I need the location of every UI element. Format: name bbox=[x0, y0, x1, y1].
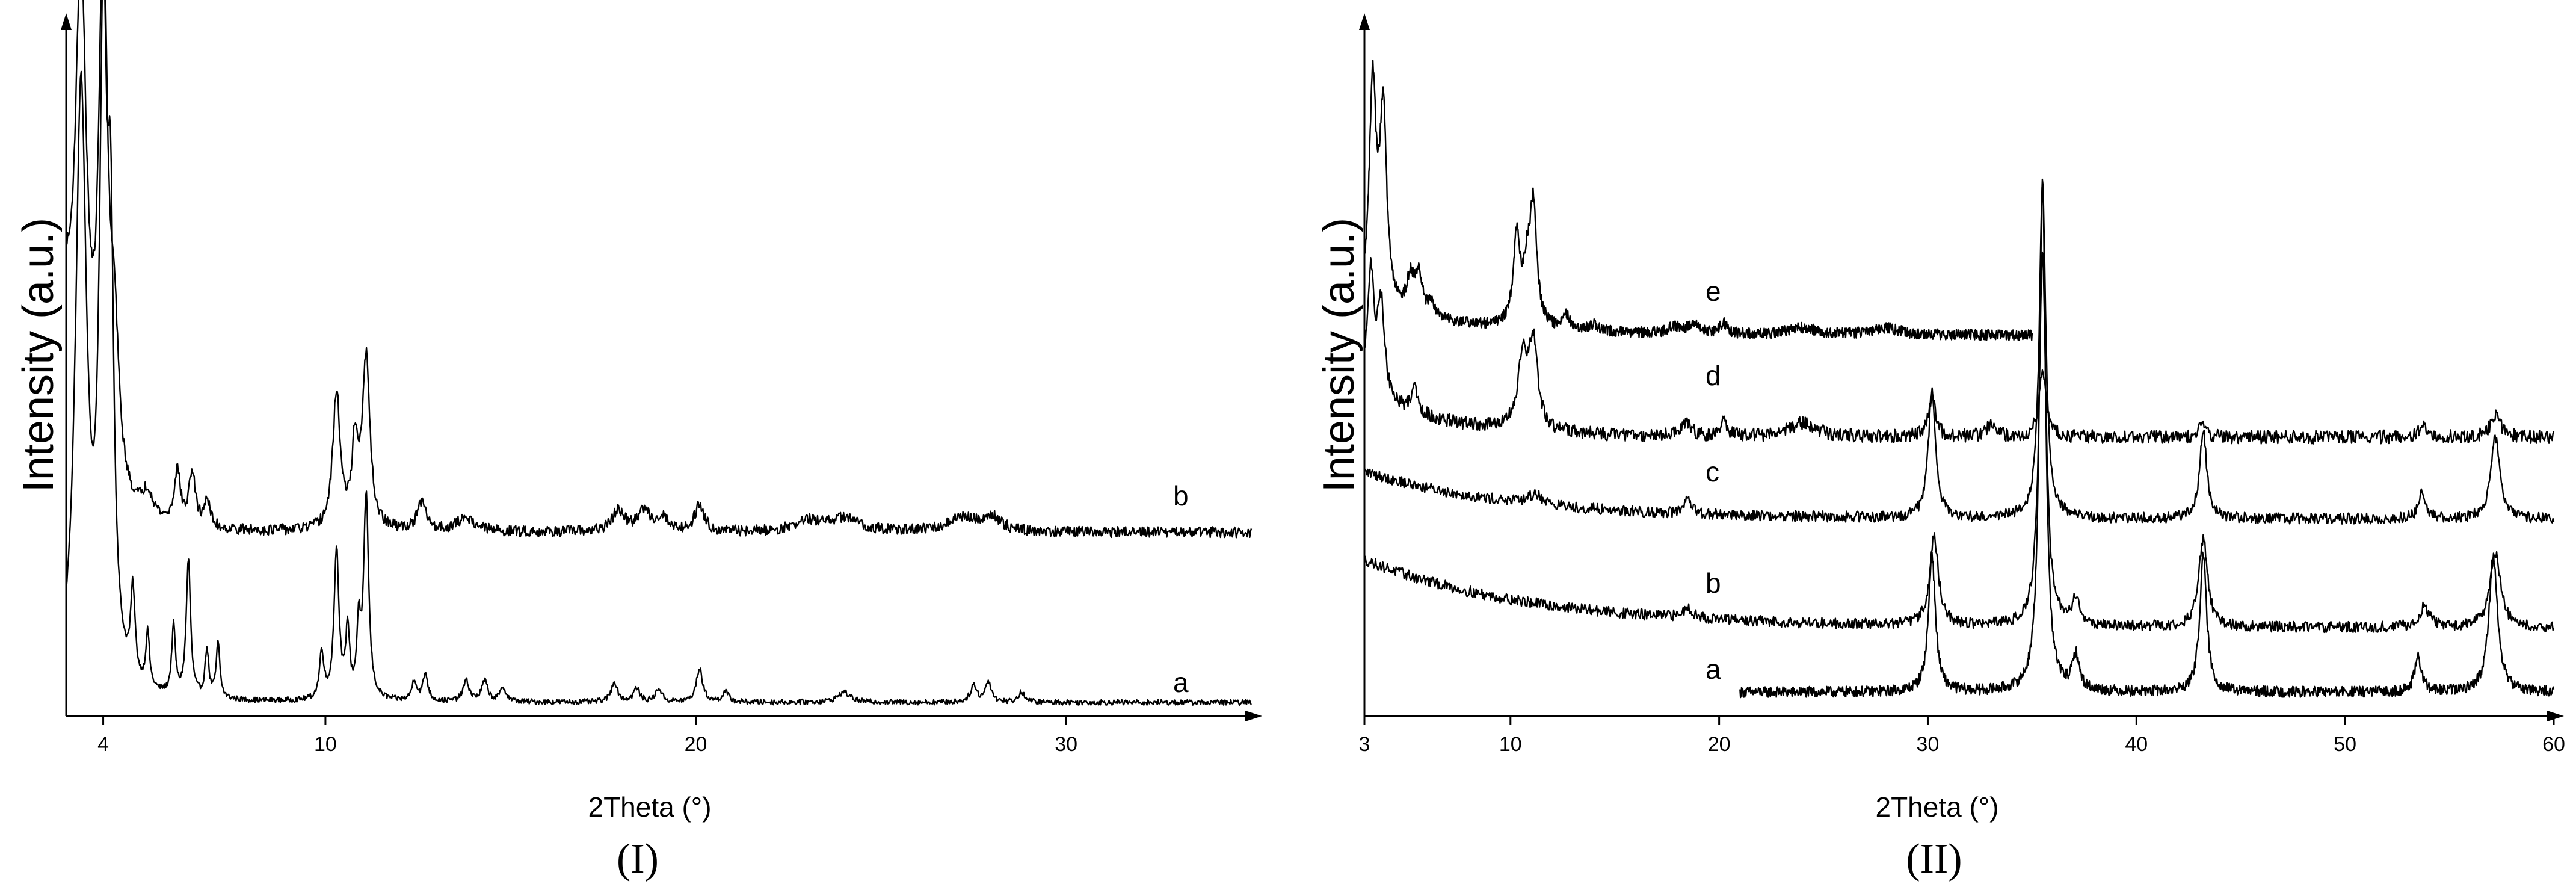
y-axis-arrow-I bbox=[61, 13, 72, 30]
series-line-II-c bbox=[1363, 178, 2555, 525]
panel-label-II: (II) bbox=[1906, 836, 1962, 882]
series-label-II-c: c bbox=[1706, 456, 1719, 487]
x-axis-arrow-I bbox=[1245, 711, 1262, 721]
series-label-I-b: b bbox=[1173, 480, 1189, 511]
y-axis-label-II: Intensity (a.u.) bbox=[1315, 218, 1363, 492]
x-tick-label-II-2: 20 bbox=[1708, 733, 1731, 756]
x-tick-label-I-2: 20 bbox=[685, 733, 707, 756]
series-line-II-d bbox=[1363, 257, 2555, 445]
series-label-I-a: a bbox=[1173, 667, 1189, 698]
series-label-II-d: d bbox=[1706, 360, 1721, 391]
x-tick-label-I-3: 30 bbox=[1055, 733, 1077, 756]
traces-II: a b c d e bbox=[1363, 60, 2555, 699]
x-tick-label-II-6: 60 bbox=[2542, 733, 2565, 756]
x-axis-label-I: 2Theta (°) bbox=[588, 791, 711, 823]
x-tick-label-II-0: 3 bbox=[1359, 733, 1370, 756]
y-axis-label-I: Intensity (a.u.) bbox=[14, 218, 63, 492]
chart-panel-II: 3 10 20 30 40 50 60 a b c d e 2Theta (°) Intensity… bbox=[1315, 13, 2565, 882]
x-axis-arrow-II bbox=[2547, 711, 2564, 721]
series-line-II-b bbox=[1364, 251, 2555, 634]
series-line-I-b bbox=[65, 0, 1253, 539]
y-axis-arrow-II bbox=[1359, 13, 1370, 30]
x-ticks-I: 4 10 20 30 bbox=[97, 716, 1077, 756]
series-label-II-e: e bbox=[1706, 276, 1721, 307]
x-tick-label-II-3: 30 bbox=[1917, 733, 1940, 756]
x-tick-label-II-4: 40 bbox=[2125, 733, 2148, 756]
x-ticks-II: 3 10 20 30 40 50 60 bbox=[1359, 716, 2565, 756]
series-line-II-e bbox=[1363, 60, 2033, 341]
series-label-II-a: a bbox=[1706, 653, 1721, 685]
series-line-I-a bbox=[65, 0, 1253, 706]
series-line-II-a bbox=[1739, 185, 2555, 699]
x-tick-label-I-0: 4 bbox=[97, 733, 109, 756]
x-tick-label-I-1: 10 bbox=[314, 733, 337, 756]
chart-panel-I: 4 10 20 30 ab 2Theta (°) Intensity (a.u.) (… bbox=[14, 0, 1262, 882]
x-tick-label-II-5: 50 bbox=[2334, 733, 2356, 756]
series-label-II-b: b bbox=[1706, 567, 1721, 599]
panel-label-I: (I) bbox=[617, 836, 659, 882]
x-tick-label-II-1: 10 bbox=[1499, 733, 1522, 756]
x-axis-label-II: 2Theta (°) bbox=[1875, 791, 1998, 823]
traces-I: ab bbox=[65, 0, 1253, 706]
